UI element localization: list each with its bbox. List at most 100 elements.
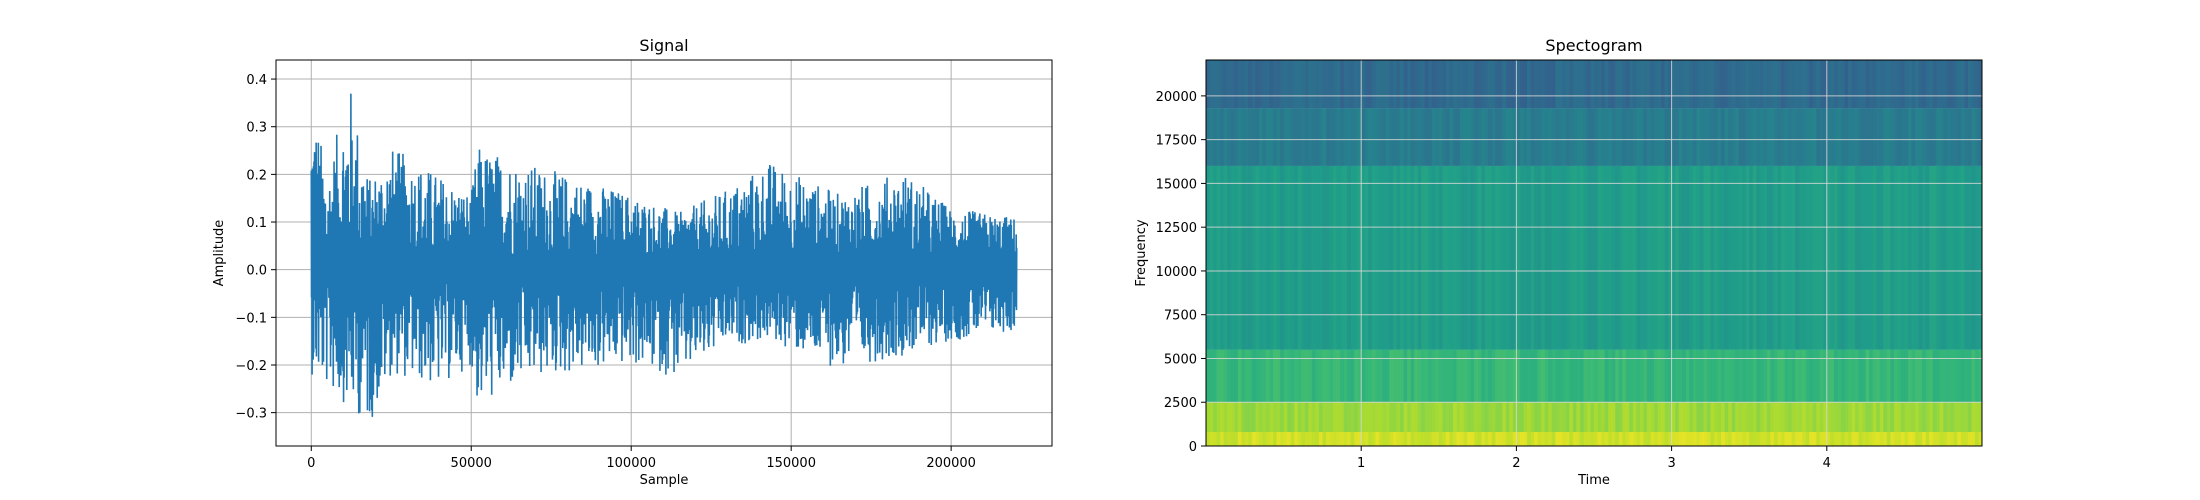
spectrogram-cell [1833,349,1838,403]
spectrogram-cell [1788,402,1793,432]
spectrogram-cell [1297,60,1302,109]
spectrogram-cell [1869,60,1874,109]
spectrogram-cell [1685,108,1690,166]
spectrogram-cell [1876,349,1881,403]
spectrogram-cell [1883,108,1888,166]
spectrogram-cell [1283,165,1288,350]
spectrogram-cell [1837,402,1842,432]
spectrogram-cell [1431,108,1436,166]
spectrogram-cell [1720,165,1726,350]
spectrogram-x-tick-label: 2 [1512,456,1520,471]
spectrogram-cell [1876,402,1881,432]
spectrogram-cell [1523,431,1528,446]
spectrogram-cell [1336,108,1341,166]
spectrogram-cell [1537,402,1542,432]
spectrogram-x-tick-label: 4 [1823,456,1831,471]
spectrogram-cell [1678,108,1683,166]
spectrogram-cell [1428,402,1433,432]
spectrogram-cell [1971,349,1976,403]
spectrogram-cell [1213,349,1218,403]
spectrogram-cell [1763,402,1768,432]
spectrogram-cell [1784,349,1789,403]
spectrogram-cell [1675,165,1680,350]
spectrogram-cell [1558,108,1563,166]
spectrogram-cell [1904,108,1909,166]
spectrogram-cell [1742,60,1747,109]
spectrogram-cell [1332,165,1338,350]
spectrogram-cell [1960,349,1965,403]
spectrogram-cell [1855,60,1860,109]
spectrogram-cell [1449,349,1454,403]
spectrogram-cell [1713,402,1718,432]
spectrogram-cell [1788,108,1793,166]
spectrogram-cell [1347,165,1352,350]
spectrogram-cell [1488,402,1493,432]
spectrogram-cell [1541,349,1546,403]
spectrogram-cell [1671,431,1676,446]
spectrogram-cell [1220,431,1225,446]
spectrogram-cell [1526,402,1532,432]
spectrogram-cell [1601,349,1606,403]
spectrogram-cell [1523,402,1528,432]
spectrogram-cell [1223,431,1228,446]
spectrogram-cell [1957,402,1962,432]
spectrogram-cell [1699,431,1704,446]
spectrogram-cell [1643,60,1648,109]
spectrogram-cell [1287,165,1292,350]
spectrogram-cell [1703,402,1708,432]
spectrogram-cell [1664,431,1669,446]
spectrogram-cell [1537,60,1542,109]
spectrogram-cell [1315,108,1320,166]
spectrogram-cell [1664,402,1669,432]
spectrogram-cell [1375,349,1380,403]
spectrogram-cell [1569,108,1574,166]
spectrogram-cell [1805,108,1810,166]
spectrogram-cell [1720,108,1726,166]
spectrogram-cell [1452,60,1457,109]
spectrogram-cell [1752,431,1757,446]
spectrogram-cell [1692,431,1697,446]
spectrogram-cell [1287,349,1292,403]
spectrogram-cell [1364,431,1369,446]
spectrogram-cell [1548,402,1553,432]
spectrogram-cell [1347,349,1352,403]
spectrogram-cell [1258,165,1263,350]
spectrogram-cell [1682,165,1687,350]
spectrogram-cell [1696,108,1701,166]
signal-y-tick-label: 0.0 [246,264,267,279]
spectrogram-cell [1946,402,1951,432]
spectrogram-cell [1823,402,1828,432]
spectrogram-cell [1914,402,1920,432]
spectrogram-cell [1435,349,1440,403]
spectrogram-cell [1294,402,1299,432]
spectrogram-x-axis-label: Time [1577,473,1610,488]
spectrogram-cell [1414,431,1419,446]
spectrogram-cell [1287,431,1292,446]
spectrogram-cell [1586,349,1591,403]
spectrogram-cell [1636,165,1641,350]
spectrogram-cell [1336,349,1341,403]
spectrogram-cell [1967,108,1972,166]
spectrogram-cell [1710,402,1715,432]
spectrogram-cell [1728,349,1733,403]
spectrogram-cell [1710,60,1715,109]
spectrogram-cell [1865,349,1870,403]
spectrogram-cell [1784,165,1789,350]
spectrogram-cell [1576,431,1581,446]
spectrogram-cell [1396,108,1401,166]
spectrogram-cell [1258,402,1263,432]
spectrogram-cell [1646,402,1651,432]
spectrogram-cell [1424,402,1429,432]
spectrogram-cell [1886,165,1891,350]
spectrogram-cell [1883,165,1888,350]
spectrogram-cell [1428,349,1433,403]
spectrogram-cell [1661,165,1666,350]
spectrogram-cell [1879,349,1884,403]
spectrogram-cell [1396,431,1401,446]
spectrogram-cell [1526,349,1532,403]
spectrogram-cell [1579,165,1584,350]
spectrogram-cell [1583,108,1588,166]
spectrogram-cell [1378,60,1383,109]
spectrogram-cell [1876,108,1881,166]
spectrogram-cell [1534,60,1539,109]
